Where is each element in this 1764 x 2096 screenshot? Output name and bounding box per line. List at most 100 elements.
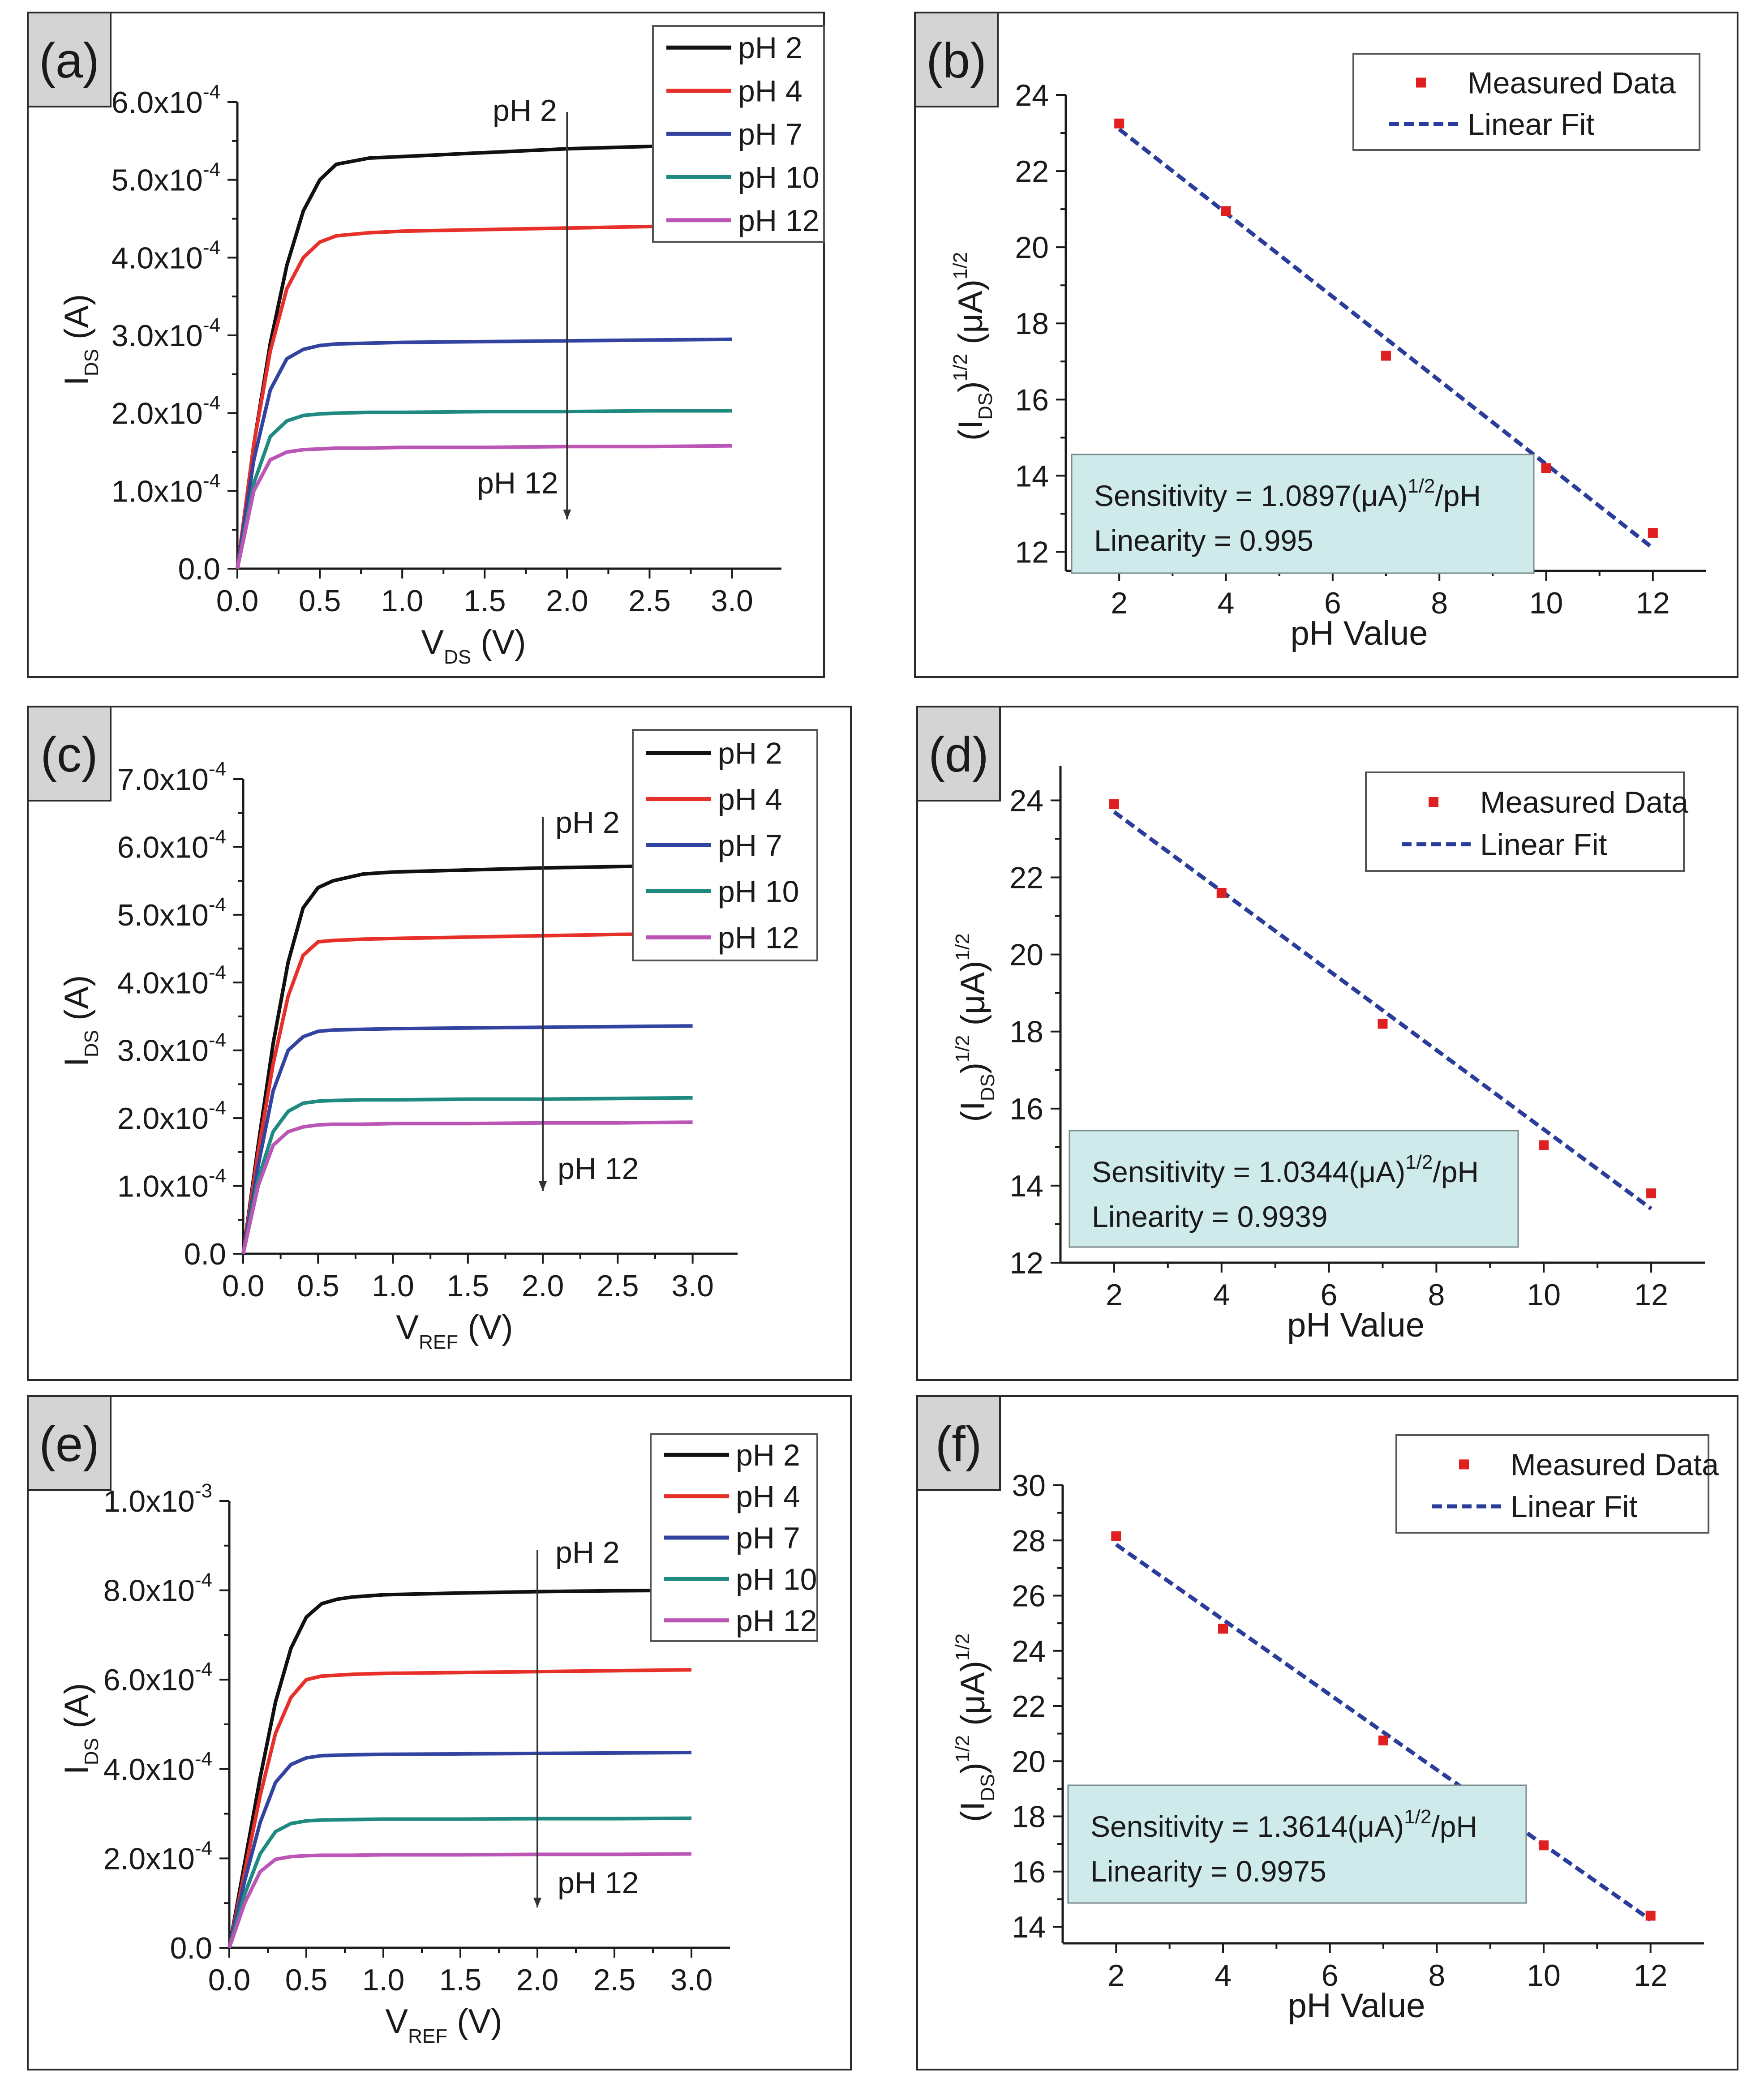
panel-tag-box <box>916 1395 1001 1491</box>
y-tick-mantissa: 4.0x10 <box>112 241 203 275</box>
legend-label: pH 10 <box>718 875 799 909</box>
x-axis-label-main: V <box>396 1308 419 1346</box>
x-tick-label: 12 <box>1636 586 1670 620</box>
info-box <box>1067 1784 1527 1904</box>
y-tick-exponent: -4 <box>203 392 220 414</box>
y-axis-label-unit: (A) <box>58 975 96 1030</box>
legend-box <box>1395 1434 1709 1534</box>
y-axis-label-unit: (μA) <box>952 279 990 354</box>
y-axis-label-sup1: 1/2 <box>949 354 971 381</box>
y-tick-label: 1.0x10-3 <box>103 1480 212 1518</box>
x-axis-label: VREF (V) <box>385 2002 502 2047</box>
y-axis-label: (IDS)1/2 (μA)1/2 <box>952 933 999 1122</box>
y-axis-label: (IDS)1/2 (μA)1/2 <box>949 252 996 441</box>
y-tick-mantissa: 1.0x10 <box>117 1170 209 1204</box>
y-tick-label: 3.0x10-4 <box>112 314 220 353</box>
sensitivity-sup: 1/2 <box>1405 1151 1433 1173</box>
y-tick-label: 16 <box>1009 1092 1043 1126</box>
y-tick-mantissa: 6.0x10 <box>112 86 203 120</box>
legend-label: pH 2 <box>736 1438 800 1472</box>
linearity-text: Linearity = 0.9975 <box>1090 1855 1326 1888</box>
y-axis-label-unit: (A) <box>58 1683 96 1738</box>
x-tick-label: 2 <box>1111 586 1128 620</box>
y-tick-label: 20 <box>1012 1745 1046 1779</box>
legend-label: Linear Fit <box>1511 1490 1638 1524</box>
y-tick-label: 2.0x10-4 <box>117 1097 226 1136</box>
legend-label: pH 10 <box>738 160 819 194</box>
x-tick-label: 6 <box>1324 586 1341 620</box>
panel-frame <box>916 706 1738 1381</box>
legend-label: Measured Data <box>1480 785 1688 819</box>
panel-e: (e)0.0 0.5 1.0 1.5 2.0 2.5 3.00.02.0x10-44.0x1… <box>27 1395 852 2070</box>
y-tick-label: 0.0 <box>170 1931 212 1965</box>
y-axis-label-sup2: 1/2 <box>952 1633 974 1661</box>
y-tick-label: 24 <box>1015 78 1049 112</box>
y-axis-label-paren: ) <box>952 381 990 392</box>
legend-label: pH 7 <box>738 117 803 151</box>
x-tick-label: 2.5 <box>597 1269 639 1303</box>
data-point <box>1111 1531 1121 1542</box>
y-tick-mantissa: 0.0 <box>178 552 220 586</box>
legend-box <box>1352 53 1700 151</box>
x-axis-label: VDS (V) <box>421 623 526 668</box>
y-tick-exponent: -4 <box>209 758 226 780</box>
y-tick-exponent: -4 <box>195 1569 212 1591</box>
x-tick-label: 1.0 <box>381 584 424 618</box>
y-tick-label: 18 <box>1009 1015 1043 1049</box>
x-tick-label: 4 <box>1213 1278 1230 1312</box>
y-axis-label-sub: DS <box>974 393 996 420</box>
panel-frame <box>27 12 825 678</box>
y-axis-label-sup1: 1/2 <box>952 1035 974 1063</box>
y-tick-exponent: -4 <box>203 314 220 336</box>
arrow-top-label: pH 2 <box>555 1535 620 1569</box>
sensitivity-sup: 1/2 <box>1408 475 1435 497</box>
y-axis-label-main: I <box>58 1057 96 1067</box>
y-tick-label: 20 <box>1009 938 1043 972</box>
x-axis-label-sub: REF <box>419 1331 458 1353</box>
y-tick-label: 12 <box>1009 1246 1043 1280</box>
x-tick-label: 0.0 <box>208 1963 251 1997</box>
panel-tag-label: (a) <box>39 33 99 88</box>
x-tick-label: 4 <box>1215 1959 1232 1993</box>
y-tick-mantissa: 4.0x10 <box>103 1753 195 1787</box>
y-tick-exponent: -4 <box>209 1029 226 1051</box>
sensitivity-unit: /pH <box>1431 1810 1477 1843</box>
y-tick-label: 24 <box>1012 1634 1046 1668</box>
y-tick-mantissa: 6.0x10 <box>117 830 209 864</box>
info-box <box>1071 454 1535 574</box>
x-tick-label: 1.0 <box>372 1269 414 1303</box>
x-axis-label: pH Value <box>1287 1306 1425 1344</box>
y-tick-mantissa: 3.0x10 <box>117 1034 209 1068</box>
y-axis-label-main: I <box>58 376 96 386</box>
data-point <box>1646 1188 1657 1199</box>
y-tick-exponent: -4 <box>203 159 220 181</box>
x-axis-label-sub: DS <box>444 646 471 668</box>
y-axis-label-main: (I <box>954 1101 992 1122</box>
y-tick-label: 4.0x10-4 <box>117 961 226 1000</box>
y-axis-label-sub: DS <box>81 1030 103 1057</box>
legend-label: pH 4 <box>736 1480 800 1514</box>
y-tick-label: 12 <box>1015 535 1049 569</box>
legend-marker <box>1416 77 1426 88</box>
data-point <box>1216 887 1227 898</box>
x-axis-label: pH Value <box>1290 614 1428 652</box>
y-axis-label: IDS (A) <box>58 294 103 386</box>
y-tick-exponent: -4 <box>209 826 226 848</box>
arrow-bottom-label: pH 12 <box>477 466 558 500</box>
arrow-top-label: pH 2 <box>555 806 620 840</box>
y-tick-label: 4.0x10-4 <box>112 236 220 275</box>
x-tick-label: 3.0 <box>711 584 753 618</box>
legend-marker <box>1429 797 1438 807</box>
x-axis-label: VREF (V) <box>396 1308 513 1353</box>
x-axis-label-main: V <box>385 2002 408 2040</box>
series-line-ph-2 <box>227 1588 692 1948</box>
y-tick-label: 2.0x10-4 <box>103 1837 212 1876</box>
y-tick-mantissa: 1.0x10 <box>103 1484 195 1518</box>
panel-c: (c)0.0 0.5 1.0 1.5 2.0 2.5 3.00.01.0x10-42.0x1… <box>27 706 852 1381</box>
panel-tag-label: (b) <box>926 33 986 88</box>
x-tick-label: 10 <box>1527 1959 1561 1993</box>
series-line-ph-12 <box>236 444 732 569</box>
series-line-ph-7 <box>227 1750 692 1948</box>
